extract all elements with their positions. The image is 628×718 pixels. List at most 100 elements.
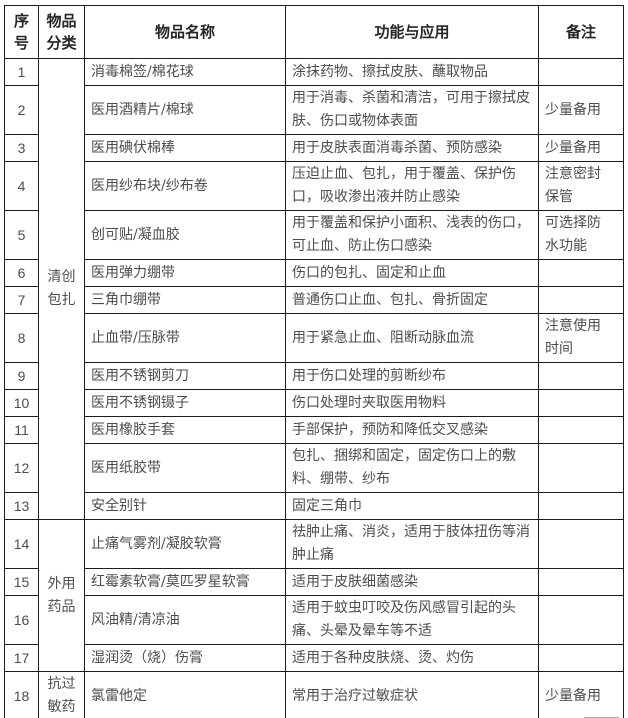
table-row: 7 三角巾绷带 普通伤口止血、包扎、骨折固定 xyxy=(4,286,624,314)
table-row: 10 医用不锈钢镊子 伤口处理时夹取医用物料 xyxy=(4,389,624,417)
row-number-cell: 6 xyxy=(4,259,39,287)
table-row: 1 清创 包扎 消毒棉签/棉花球 涂抹药物、擦拭皮肤、蘸取物品 xyxy=(4,58,624,520)
item-name-cell: 医用橡胶手套 xyxy=(84,416,286,444)
header-row: 序 号 物品 分类 物品名称 功能与应用 备注 xyxy=(4,5,624,59)
header-cell-serial: 序 号 xyxy=(4,5,39,59)
function-cell: 伤口的包扎、固定和止血 xyxy=(285,259,539,287)
function-cell: 用于消毒、杀菌和清洁，可用于擦拭皮肤、伤口或物体表面 xyxy=(285,85,539,135)
item-name-cell: 医用弹力绷带 xyxy=(84,259,286,287)
item-name-cell: 医用纸胶带 xyxy=(84,443,286,493)
row-number-cell: 9 xyxy=(4,362,39,390)
item-name-cell: 医用不锈钢剪刀 xyxy=(84,362,286,390)
item-name-cell: 医用纱布块/纱布卷 xyxy=(84,161,286,211)
table-row: 9 医用不锈钢剪刀 用于伤口处理的剪断纱布 xyxy=(4,362,624,390)
table-row: 11 医用橡胶手套 手部保护，预防和降低交叉感染 xyxy=(4,416,624,444)
function-cell: 祛肿止痛、消炎，适用于肢体扭伤等消肿止痛 xyxy=(285,519,539,569)
function-cell: 普通伤口止血、包扎、骨折固定 xyxy=(285,286,539,314)
function-cell: 用于伤口处理的剪断纱布 xyxy=(285,362,539,390)
row-number-cell: 4 xyxy=(4,161,39,211)
remark-cell: 可选择防 水功能 xyxy=(538,210,624,260)
remark-cell xyxy=(538,443,624,493)
remark-cell xyxy=(538,259,624,287)
function-cell: 用于紧急止血、阻断动脉血流 xyxy=(285,313,539,363)
remark-cell: 少量备用 xyxy=(538,85,624,135)
row-number-cell: 16 xyxy=(4,595,39,645)
row-number-cell: 10 xyxy=(4,389,39,417)
function-cell: 常用于治疗过敏症状 xyxy=(285,671,539,718)
function-cell: 适用于各种皮肤烧、烫、灼伤 xyxy=(285,644,539,672)
remark-cell: 注意密封 保管 xyxy=(538,161,624,211)
row-number-cell: 3 xyxy=(4,134,39,162)
row-number-cell: 5 xyxy=(4,210,39,260)
item-name-cell: 医用不锈钢镊子 xyxy=(84,389,286,417)
table-row: 6 医用弹力绷带 伤口的包扎、固定和止血 xyxy=(4,259,624,287)
remark-cell xyxy=(538,362,624,390)
item-name-cell: 风油精/清凉油 xyxy=(84,595,286,645)
remark-cell xyxy=(538,416,624,444)
table-row: 16 风油精/清凉油 适用于蚊虫叮咬及伤风感冒引起的头痛、头晕及晕车等不适 xyxy=(4,595,624,645)
table-row: 4 医用纱布块/纱布卷 压迫止血、包扎，用于覆盖、保护伤口，吸收渗出液并防止感染… xyxy=(4,161,624,211)
remark-cell xyxy=(538,58,624,86)
function-cell: 涂抹药物、擦拭皮肤、蘸取物品 xyxy=(285,58,539,86)
remark-cell xyxy=(538,644,624,672)
function-cell: 固定三角巾 xyxy=(285,492,539,520)
table-row: 2 医用酒精片/棉球 用于消毒、杀菌和清洁，可用于擦拭皮肤、伤口或物体表面 少量… xyxy=(4,85,624,135)
category-cell-topical-medicine: 外用 药品 xyxy=(38,519,85,672)
function-cell: 伤口处理时夹取医用物料 xyxy=(285,389,539,417)
row-number-cell: 12 xyxy=(4,443,39,493)
table-row: 5 创可贴/凝血胶 用于覆盖和保护小面积、浅表的伤口，可止血、防止伤口感染 可选… xyxy=(4,210,624,260)
medical-supplies-table: 序 号 物品 分类 物品名称 功能与应用 备注 1 清创 包扎 消毒棉签/棉花球… xyxy=(4,5,624,718)
row-number-cell: 17 xyxy=(4,644,39,672)
function-cell: 适用于皮肤细菌感染 xyxy=(285,568,539,596)
remark-cell: 少量备用 xyxy=(538,134,624,162)
remark-cell: 少量备用 xyxy=(538,671,624,718)
remark-cell xyxy=(538,389,624,417)
table-row: 12 医用纸胶带 包扎、捆绑和固定，固定伤口上的敷料、绷带、纱布 xyxy=(4,443,624,493)
row-number-cell: 18 xyxy=(4,671,39,718)
header-cell-name: 物品名称 xyxy=(84,5,286,59)
row-number-cell: 11 xyxy=(4,416,39,444)
row-number-cell: 14 xyxy=(4,519,39,569)
function-cell: 用于皮肤表面消毒杀菌、预防感染 xyxy=(285,134,539,162)
item-name-cell: 三角巾绷带 xyxy=(84,286,286,314)
row-number-cell: 1 xyxy=(4,58,39,86)
table-row: 3 医用碘伏棉棒 用于皮肤表面消毒杀菌、预防感染 少量备用 xyxy=(4,134,624,162)
table-row: 8 止血带/压脉带 用于紧急止血、阻断动脉血流 注意使用 时间 xyxy=(4,313,624,363)
table-row: 14 外用 药品 止痛气雾剂/凝胶软膏 祛肿止痛、消炎，适用于肢体扭伤等消肿止痛 xyxy=(4,519,624,672)
function-cell: 压迫止血、包扎，用于覆盖、保护伤口，吸收渗出液并防止感染 xyxy=(285,161,539,211)
remark-cell xyxy=(538,519,624,569)
table-row: 15 红霉素软膏/莫匹罗星软膏 适用于皮肤细菌感染 xyxy=(4,568,624,596)
item-name-cell: 湿润烫（烧）伤膏 xyxy=(84,644,286,672)
row-number-cell: 2 xyxy=(4,85,39,135)
remark-cell xyxy=(538,568,624,596)
function-cell: 包扎、捆绑和固定，固定伤口上的敷料、绷带、纱布 xyxy=(285,443,539,493)
item-name-cell: 红霉素软膏/莫匹罗星软膏 xyxy=(84,568,286,596)
item-name-cell: 氯雷他定 xyxy=(84,671,286,718)
function-cell: 用于覆盖和保护小面积、浅表的伤口，可止血、防止伤口感染 xyxy=(285,210,539,260)
item-name-cell: 止血带/压脉带 xyxy=(84,313,286,363)
table-row: 17 湿润烫（烧）伤膏 适用于各种皮肤烧、烫、灼伤 xyxy=(4,644,624,672)
row-number-cell: 7 xyxy=(4,286,39,314)
row-number-cell: 15 xyxy=(4,568,39,596)
function-cell: 适用于蚊虫叮咬及伤风感冒引起的头痛、头晕及晕车等不适 xyxy=(285,595,539,645)
category-cell-antiallergy: 抗过 敏药 xyxy=(38,671,85,718)
row-number-cell: 13 xyxy=(4,492,39,520)
item-name-cell: 创可贴/凝血胶 xyxy=(84,210,286,260)
category-cell-wound-care: 清创 包扎 xyxy=(38,58,85,520)
header-cell-function: 功能与应用 xyxy=(285,5,539,59)
header-cell-category: 物品 分类 xyxy=(38,5,85,59)
item-name-cell: 医用酒精片/棉球 xyxy=(84,85,286,135)
item-name-cell: 消毒棉签/棉花球 xyxy=(84,58,286,86)
row-number-cell: 8 xyxy=(4,313,39,363)
remark-cell xyxy=(538,286,624,314)
remark-cell xyxy=(538,595,624,645)
function-cell: 手部保护，预防和降低交叉感染 xyxy=(285,416,539,444)
item-name-cell: 医用碘伏棉棒 xyxy=(84,134,286,162)
remark-cell: 注意使用 时间 xyxy=(538,313,624,363)
table-row: 18 抗过 敏药 氯雷他定 常用于治疗过敏症状 少量备用 xyxy=(4,671,624,718)
table-row: 13 安全别针 固定三角巾 xyxy=(4,492,624,520)
item-name-cell: 止痛气雾剂/凝胶软膏 xyxy=(84,519,286,569)
header-cell-remark: 备注 xyxy=(538,5,624,59)
remark-cell xyxy=(538,492,624,520)
item-name-cell: 安全别针 xyxy=(84,492,286,520)
